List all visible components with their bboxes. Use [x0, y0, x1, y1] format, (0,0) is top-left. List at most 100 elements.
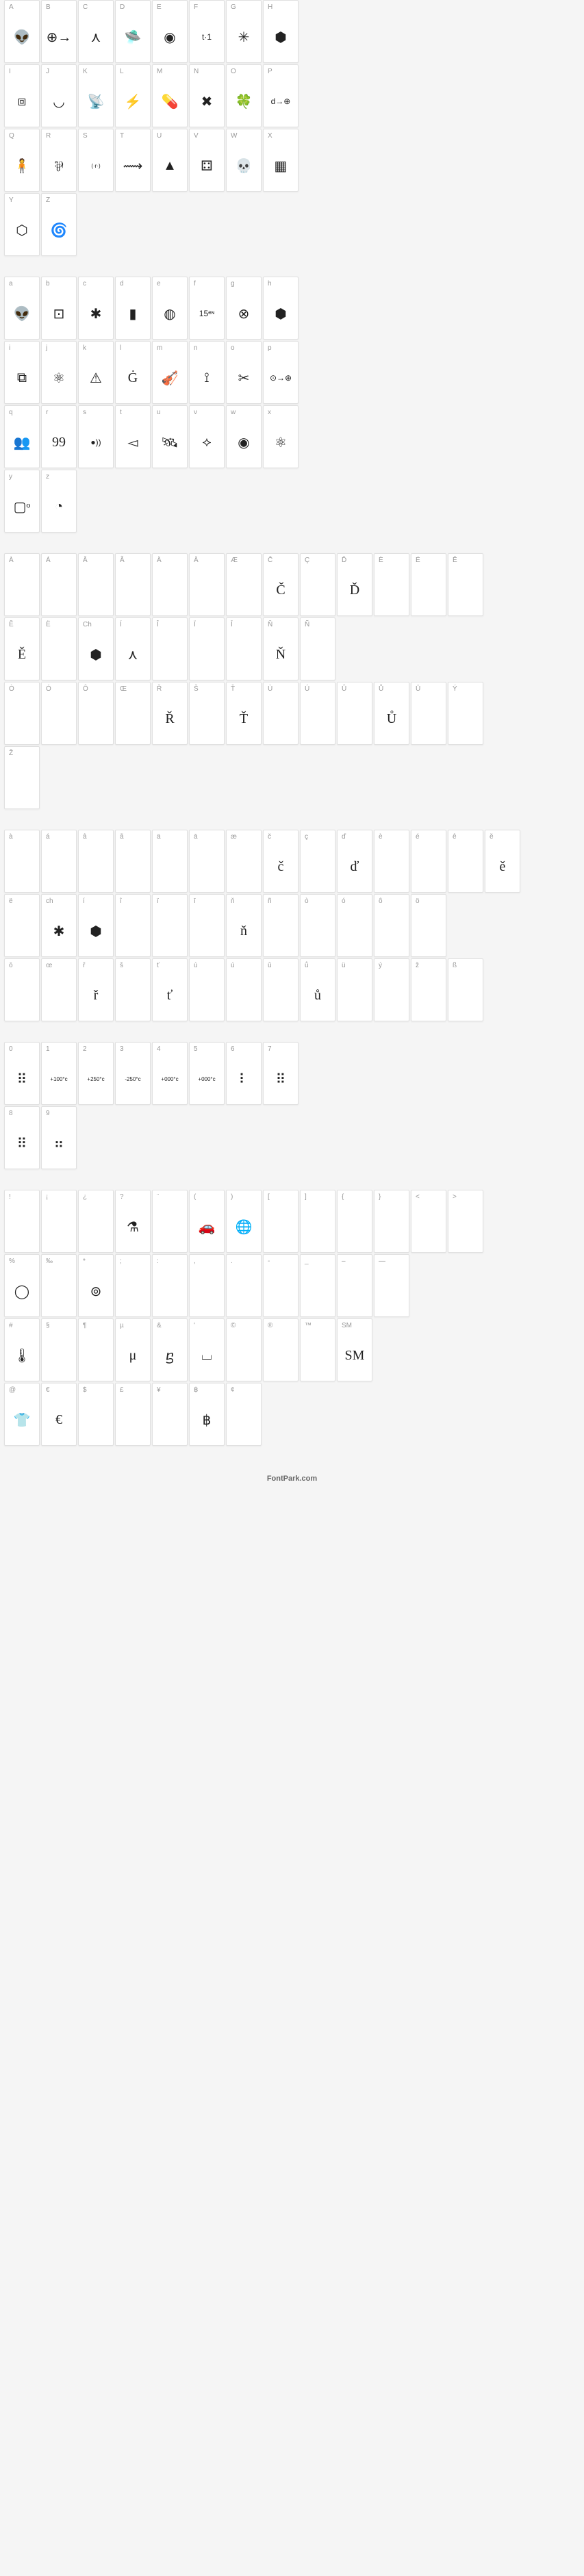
glyph-cell[interactable]: Pd→⊕ — [263, 64, 299, 127]
glyph-cell[interactable]: B⊕→ — [41, 0, 77, 63]
glyph-cell[interactable]: 1+100°c — [41, 1042, 77, 1105]
glyph-cell[interactable]: U▲ — [152, 129, 188, 192]
glyph-cell[interactable]: á — [41, 830, 77, 893]
glyph-cell[interactable]: } — [374, 1190, 409, 1253]
glyph-cell[interactable]: ā — [189, 830, 225, 893]
glyph-cell[interactable]: ö — [411, 894, 446, 957]
glyph-cell[interactable]: ĎĎ — [337, 553, 372, 616]
glyph-cell[interactable]: ñ — [263, 894, 299, 957]
glyph-cell[interactable]: { — [337, 1190, 372, 1253]
glyph-cell[interactable]: < — [411, 1190, 446, 1253]
glyph-cell[interactable]: k⚠ — [78, 341, 114, 404]
glyph-cell[interactable]: K📡 — [78, 64, 114, 127]
glyph-cell[interactable]: à — [4, 830, 40, 893]
glyph-cell[interactable]: ‰ — [41, 1254, 77, 1317]
glyph-cell[interactable]: î — [115, 894, 151, 957]
glyph-cell[interactable]: S(·r·) — [78, 129, 114, 192]
glyph-cell[interactable]: ! — [4, 1190, 40, 1253]
glyph-cell[interactable]: C⋏ — [78, 0, 114, 63]
glyph-cell[interactable]: O🍀 — [226, 64, 262, 127]
glyph-cell[interactable]: 3-250°c — [115, 1042, 151, 1105]
glyph-cell[interactable]: ¥ — [152, 1383, 188, 1446]
glyph-cell[interactable]: - — [263, 1254, 299, 1317]
glyph-cell[interactable]: SMSM — [337, 1318, 372, 1381]
glyph-cell[interactable]: i⧉ — [4, 341, 40, 404]
glyph-cell[interactable]: Ò — [4, 682, 40, 745]
glyph-cell[interactable]: a👽 — [4, 277, 40, 340]
glyph-cell[interactable]: Z🌀 — [41, 193, 77, 256]
glyph-cell[interactable]: Ë — [41, 617, 77, 680]
glyph-cell[interactable]: 5+000°c — [189, 1042, 225, 1105]
glyph-cell[interactable]: [ — [263, 1190, 299, 1253]
glyph-cell[interactable]: ™ — [300, 1318, 335, 1381]
glyph-cell[interactable]: š — [115, 958, 151, 1021]
glyph-cell[interactable]: ŤŤ — [226, 682, 262, 745]
glyph-cell[interactable]: řř — [78, 958, 114, 1021]
glyph-cell[interactable]: Ž — [4, 746, 40, 809]
glyph-cell[interactable]: Ch⬢ — [78, 617, 114, 680]
glyph-cell[interactable]: – — [337, 1254, 372, 1317]
glyph-cell[interactable]: ňň — [226, 894, 262, 957]
glyph-cell[interactable]: m🎻 — [152, 341, 188, 404]
glyph-cell[interactable]: Ī — [226, 617, 262, 680]
glyph-cell[interactable]: Á — [41, 553, 77, 616]
glyph-cell[interactable]: 4+000°c — [152, 1042, 188, 1105]
glyph-cell[interactable]: ŇŇ — [263, 617, 299, 680]
glyph-cell[interactable]: G✳ — [226, 0, 262, 63]
glyph-cell[interactable]: L⚡ — [115, 64, 151, 127]
glyph-cell[interactable]: W💀 — [226, 129, 262, 192]
glyph-cell[interactable]: ō — [4, 958, 40, 1021]
glyph-cell[interactable]: Æ — [226, 553, 262, 616]
glyph-cell[interactable]: Œ — [115, 682, 151, 745]
glyph-cell[interactable]: ěě — [485, 830, 520, 893]
glyph-cell[interactable]: ü — [337, 958, 372, 1021]
glyph-cell[interactable]: Î — [152, 617, 188, 680]
glyph-cell[interactable]: Ê — [448, 553, 483, 616]
glyph-cell[interactable]: Ù — [263, 682, 299, 745]
glyph-cell[interactable]: 6⠇ — [226, 1042, 262, 1105]
glyph-cell[interactable]: z◔ — [41, 470, 77, 533]
glyph-cell[interactable]: ß — [448, 958, 483, 1021]
glyph-cell[interactable]: Ā — [189, 553, 225, 616]
glyph-cell[interactable]: â — [78, 830, 114, 893]
glyph-cell[interactable]: ó — [337, 894, 372, 957]
glyph-cell[interactable]: b⊡ — [41, 277, 77, 340]
glyph-cell[interactable]: ŘŘ — [152, 682, 188, 745]
glyph-cell[interactable]: H⬢ — [263, 0, 299, 63]
glyph-cell[interactable]: ® — [263, 1318, 299, 1381]
glyph-cell[interactable]: ï — [152, 894, 188, 957]
glyph-cell[interactable]: ; — [115, 1254, 151, 1317]
glyph-cell[interactable]: A👽 — [4, 0, 40, 63]
glyph-cell[interactable]: Â — [78, 553, 114, 616]
glyph-cell[interactable]: T⟿ — [115, 129, 151, 192]
glyph-cell[interactable]: µμ — [115, 1318, 151, 1381]
glyph-cell[interactable]: _ — [300, 1254, 335, 1317]
glyph-cell[interactable]: ê — [448, 830, 483, 893]
glyph-cell[interactable]: û — [263, 958, 299, 1021]
glyph-cell[interactable]: f15ᵉᶰ — [189, 277, 225, 340]
glyph-cell[interactable]: X▦ — [263, 129, 299, 192]
glyph-cell[interactable]: $ — [78, 1383, 114, 1446]
glyph-cell[interactable]: ¶ — [78, 1318, 114, 1381]
glyph-cell[interactable]: 8⠿ — [4, 1106, 40, 1169]
glyph-cell[interactable]: ú — [226, 958, 262, 1021]
glyph-cell[interactable]: ž — [411, 958, 446, 1021]
glyph-cell[interactable]: R⅌ — [41, 129, 77, 192]
glyph-cell[interactable]: M💊 — [152, 64, 188, 127]
glyph-cell[interactable]: c✱ — [78, 277, 114, 340]
glyph-cell[interactable]: N✖ — [189, 64, 225, 127]
glyph-cell[interactable]: r99 — [41, 405, 77, 468]
glyph-cell[interactable]: lĠ — [115, 341, 151, 404]
glyph-cell[interactable]: t◅ — [115, 405, 151, 468]
glyph-cell[interactable]: í⬢ — [78, 894, 114, 957]
glyph-cell[interactable]: ČČ — [263, 553, 299, 616]
glyph-cell[interactable]: Š — [189, 682, 225, 745]
glyph-cell[interactable]: ĚĚ — [4, 617, 40, 680]
glyph-cell[interactable]: ?⚗ — [115, 1190, 151, 1253]
glyph-cell[interactable]: 7⠿ — [263, 1042, 299, 1105]
glyph-cell[interactable]: ŮŮ — [374, 682, 409, 745]
glyph-cell[interactable]: Ç — [300, 553, 335, 616]
glyph-cell[interactable]: @👕 — [4, 1383, 40, 1446]
glyph-cell[interactable]: Ó — [41, 682, 77, 745]
glyph-cell[interactable]: E◉ — [152, 0, 188, 63]
